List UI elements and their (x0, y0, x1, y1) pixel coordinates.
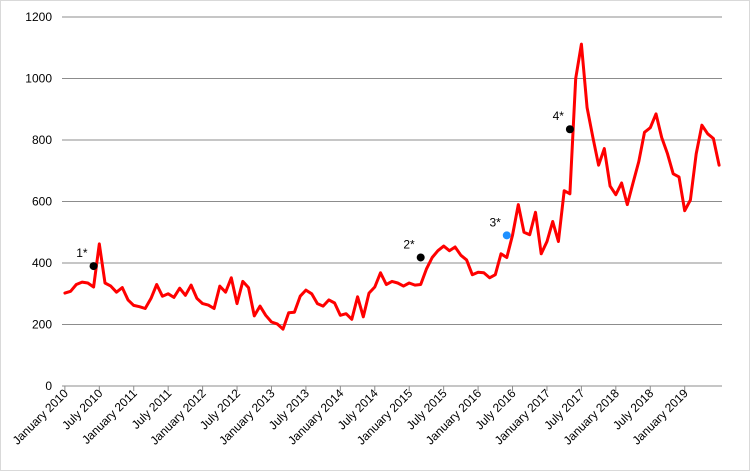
y-tick-label: 200 (32, 318, 52, 332)
annotation-marker (502, 231, 511, 240)
annotation-label: 1* (76, 246, 88, 260)
gridlines (62, 16, 722, 325)
annotations: 1* 2* 3* 4* (76, 109, 574, 271)
y-tick-label: 0 (45, 379, 52, 393)
annotation-marker (565, 125, 574, 134)
annotation-marker (416, 253, 425, 262)
annotation-marker (89, 262, 98, 271)
annotation-label: 4* (553, 109, 565, 123)
y-tick-label: 800 (32, 133, 52, 147)
y-tick-label: 600 (32, 195, 52, 209)
y-tick-label: 400 (32, 256, 52, 270)
y-axis-ticks: 0 200 400 600 800 1000 1200 (25, 10, 52, 393)
y-tick-label: 1200 (25, 10, 52, 24)
annotation-label: 3* (489, 215, 501, 229)
x-tick-label: January 2010 (10, 386, 72, 448)
y-tick-label: 1000 (25, 72, 52, 86)
annotation-label: 2* (403, 237, 415, 251)
series-line (63, 42, 721, 331)
series-group (63, 42, 721, 331)
